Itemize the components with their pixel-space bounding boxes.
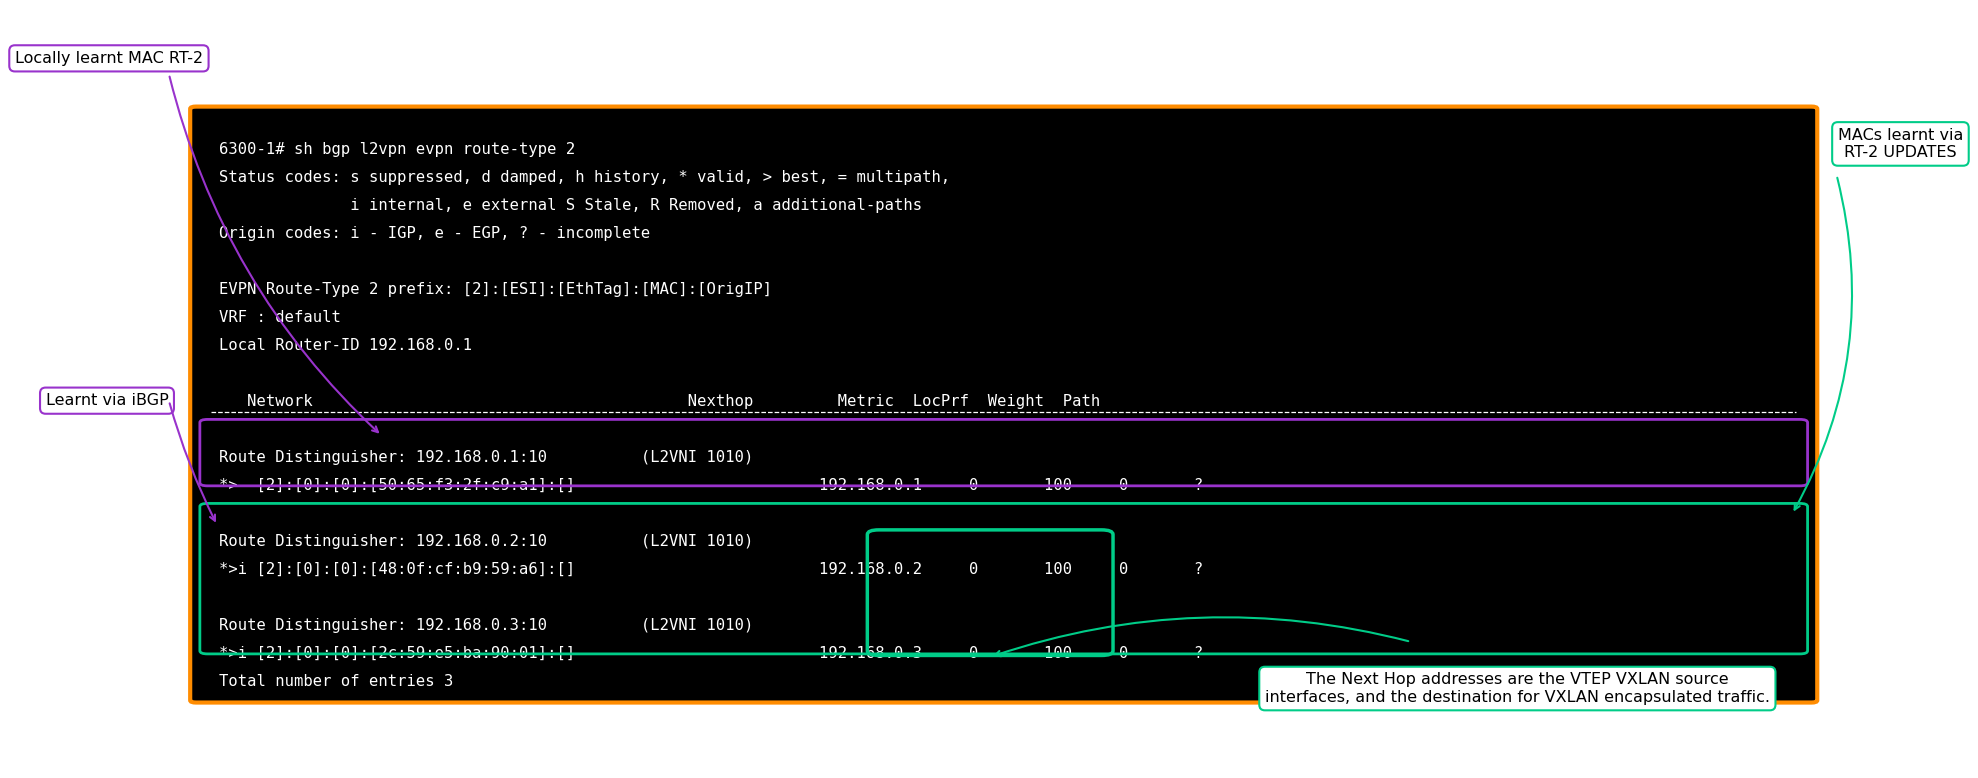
Text: Origin codes: i - IGP, e - EGP, ? - incomplete: Origin codes: i - IGP, e - EGP, ? - inco… bbox=[220, 226, 651, 240]
Text: *>  [2]:[0]:[0]:[50:65:f3:2f:c9:a1]:[]                          192.168.0.1     : *> [2]:[0]:[0]:[50:65:f3:2f:c9:a1]:[] 19… bbox=[220, 478, 1203, 492]
Text: 6300-1# sh bgp l2vpn evpn route-type 2: 6300-1# sh bgp l2vpn evpn route-type 2 bbox=[220, 142, 576, 156]
Text: i internal, e external S Stale, R Removed, a additional-paths: i internal, e external S Stale, R Remove… bbox=[220, 198, 922, 212]
Text: VRF : default: VRF : default bbox=[220, 310, 340, 324]
Text: *>i [2]:[0]:[0]:[2c:59:e5:ba:90:01]:[]                          192.168.0.3     : *>i [2]:[0]:[0]:[2c:59:e5:ba:90:01]:[] 1… bbox=[220, 646, 1203, 661]
Text: Local Router-ID 192.168.0.1: Local Router-ID 192.168.0.1 bbox=[220, 338, 473, 352]
Text: Learnt via iBGP: Learnt via iBGP bbox=[45, 393, 168, 408]
Text: Locally learnt MAC RT-2: Locally learnt MAC RT-2 bbox=[16, 51, 204, 66]
Text: MACs learnt via
RT-2 UPDATES: MACs learnt via RT-2 UPDATES bbox=[1838, 128, 1962, 160]
Text: Status codes: s suppressed, d damped, h history, * valid, > best, = multipath,: Status codes: s suppressed, d damped, h … bbox=[220, 170, 951, 184]
Text: Network                                        Nexthop         Metric  LocPrf  W: Network Nexthop Metric LocPrf W bbox=[220, 394, 1100, 408]
Text: Total number of entries 3: Total number of entries 3 bbox=[220, 674, 453, 689]
Text: The Next Hop addresses are the VTEP VXLAN source
interfaces, and the destination: The Next Hop addresses are the VTEP VXLA… bbox=[1264, 672, 1770, 705]
Text: EVPN Route-Type 2 prefix: [2]:[ESI]:[EthTag]:[MAC]:[OrigIP]: EVPN Route-Type 2 prefix: [2]:[ESI]:[Eth… bbox=[220, 282, 771, 296]
Text: Route Distinguisher: 192.168.0.2:10          (L2VNI 1010): Route Distinguisher: 192.168.0.2:10 (L2V… bbox=[220, 534, 754, 548]
Text: *>i [2]:[0]:[0]:[48:0f:cf:b9:59:a6]:[]                          192.168.0.2     : *>i [2]:[0]:[0]:[48:0f:cf:b9:59:a6]:[] 1… bbox=[220, 562, 1203, 576]
Text: Route Distinguisher: 192.168.0.3:10          (L2VNI 1010): Route Distinguisher: 192.168.0.3:10 (L2V… bbox=[220, 618, 754, 633]
Text: Route Distinguisher: 192.168.0.1:10          (L2VNI 1010): Route Distinguisher: 192.168.0.1:10 (L2V… bbox=[220, 450, 754, 464]
FancyBboxPatch shape bbox=[190, 107, 1818, 703]
